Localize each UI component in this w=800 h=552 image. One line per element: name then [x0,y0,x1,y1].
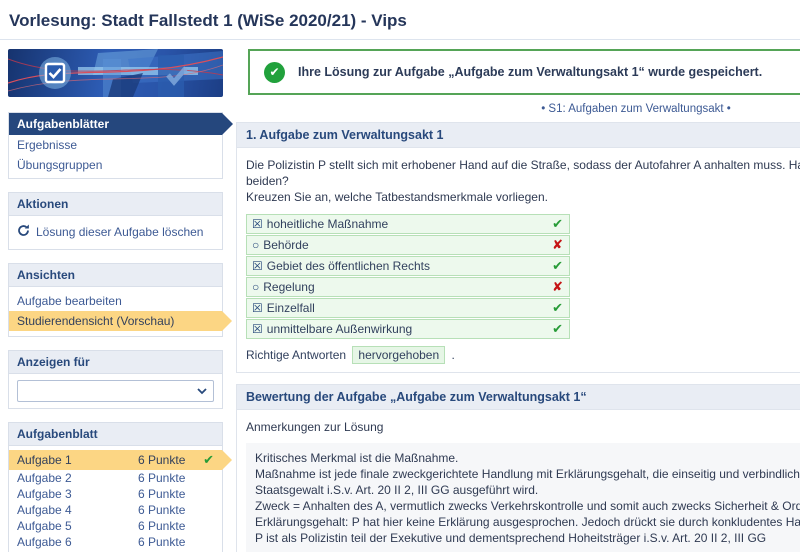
checkbox-state-icon: ☒ [252,301,263,315]
sidebar-nav-list: Aufgabenblätter Ergebnisse Übungsgruppen [9,113,233,175]
question-line: Kreuzen Sie an, welche Tatbestandsmerkma… [246,190,548,204]
ansichten-list: Aufgabe bearbeiten Studierendensicht (Vo… [9,287,232,336]
hint-prefix: Richtige Antworten [246,348,347,362]
correct-answers-hint: Richtige Antworten hervorgehoben . [246,346,800,364]
vips-banner-image [8,49,223,97]
task-label: Aufgabe 5 [17,519,72,533]
checkbox-state-icon: ☒ [252,259,263,273]
task-list-item[interactable]: Aufgabe 6 6 Punkte [9,534,222,550]
task-points: 6 Punkte [138,503,186,517]
annotation-line: Zweck = Anhalten des A, vermutlich zweck… [255,499,800,513]
aufgabenblatt-header: Aufgabenblatt [9,423,222,446]
task-box: 1. Aufgabe zum Verwaltungsakt 1 Die Poli… [236,122,800,373]
answer-list: ☒ hoheitliche Maßnahme ✔ ○ Behörde ✘ [246,214,570,339]
answer-result-icon: ✔ [552,321,563,336]
success-message: ✔ Ihre Lösung zur Aufgabe „Aufgabe zum V… [248,49,800,95]
answer-option-row: ☒ unmittelbare Außenwirkung ✔ [246,319,570,339]
task-list-item[interactable]: Aufgabe 4 6 Punkte [9,502,222,518]
sidebar-aufgabenblatt-widget: Aufgabenblatt Aufgabe 1 6 Punkte ✔ Aufga… [8,422,232,552]
task-list-item[interactable]: Aufgabe 3 6 Punkte [9,486,222,502]
task-label: Aufgabe 3 [17,487,72,501]
checkbox-state-icon: ○ [252,280,260,294]
task-done-check-icon: ✔ [203,452,214,467]
task-points: 6 Punkte [138,471,186,485]
solution-annotations: Kritisches Merkmal ist die Maßnahme. Maßn… [246,443,800,552]
task-label: Aufgabe 6 [17,535,72,549]
sidebar-aktionen-widget: Aktionen Lösung dieser Aufgabe löschen [8,192,223,250]
sidebar-ansichten-widget: Ansichten Aufgabe bearbeiten Studierende… [8,263,232,337]
checkbox-state-icon: ○ [252,238,260,252]
delete-solution-action[interactable]: Lösung dieser Aufgabe löschen [9,220,222,244]
answer-result-icon: ✘ [552,237,563,252]
annotation-line: Erklärungsgehalt: P hat hier keine Erklä… [255,515,800,529]
annotation-line: Maßnahme ist jede finale zweckgerichtete… [255,467,800,481]
sidebar-nav-item[interactable]: Übungsgruppen [17,158,103,172]
task-list: Aufgabe 1 6 Punkte ✔ Aufgabe 2 6 Punkte … [9,446,232,552]
answer-label: Einzelfall [266,301,315,315]
question-line: beiden? [246,174,289,188]
sidebar-nav-widget: Aufgabenblätter Ergebnisse Übungsgruppen [8,112,233,179]
task-list-item[interactable]: Aufgabe 5 6 Punkte [9,518,222,534]
success-message-text: Ihre Lösung zur Aufgabe „Aufgabe zum Ver… [298,65,763,79]
hint-suffix: . [451,348,455,362]
answer-result-icon: ✔ [552,300,563,315]
banner-graphic-icon [8,49,223,97]
task-points: 6 Punkte [138,487,186,501]
task-label: Aufgabe 2 [17,471,72,485]
view-mode-item[interactable]: Studierendensicht (Vorschau) [9,311,232,331]
anzeigen-header: Anzeigen für [9,351,222,374]
assessment-box: Bewertung der Aufgabe „Aufgabe zum Verwa… [236,384,800,552]
task-list-item[interactable]: Aufgabe 2 6 Punkte [9,470,222,486]
main-content: ✔ Ihre Lösung zur Aufgabe „Aufgabe zum V… [236,49,800,552]
task-points: 6 Punkte [138,535,186,549]
sidebar-nav-item[interactable]: Aufgabenblätter [9,113,233,135]
title-divider [0,39,800,40]
task-label: Aufgabe 1 [17,453,72,467]
task-label: Aufgabe 4 [17,503,72,517]
assessment-subtitle: Anmerkungen zur Lösung [246,420,384,434]
question-text: Die Polizistin P stellt sich mit erhoben… [246,157,800,205]
success-check-icon: ✔ [264,61,285,83]
sidebar: Aufgabenblätter Ergebnisse Übungsgruppen… [8,49,233,552]
task-points: 6 Punkte [138,453,186,467]
main-layout: Aufgabenblätter Ergebnisse Übungsgruppen… [0,40,800,552]
checkbox-state-icon: ☒ [252,217,263,231]
task-points: 6 Punkte [138,519,186,533]
assessment-title: Bewertung der Aufgabe „Aufgabe zum Verwa… [237,385,800,410]
answer-label: Gebiet des öffentlichen Rechts [266,259,430,273]
checkbox-state-icon: ☒ [252,322,263,336]
answer-option-row: ○ Behörde ✘ [246,235,570,255]
chevron-down-icon [197,384,207,398]
task-title: 1. Aufgabe zum Verwaltungsakt 1 [237,123,800,148]
breadcrumb[interactable]: • S1: Aufgaben zum Verwaltungsakt • [541,103,731,115]
answer-label: unmittelbare Außenwirkung [266,322,413,336]
answer-option-row: ☒ hoheitliche Maßnahme ✔ [246,214,570,234]
aktionen-header: Aktionen [9,193,222,216]
annotation-line: Staatsgewalt i.S.v. Art. 20 II 2, III GG… [255,483,539,497]
hint-highlight-badge: hervorgehoben [352,346,446,364]
annotation-line: Kritisches Merkmal ist die Maßnahme. [255,451,459,465]
page-title: Vorlesung: Stadt Fallstedt 1 (WiSe 2020/… [9,11,407,30]
delete-solution-label: Lösung dieser Aufgabe löschen [36,225,204,239]
view-mode-item[interactable]: Aufgabe bearbeiten [17,294,122,308]
annotation-line: P ist als Polizistin teil der Exekutive … [255,531,767,545]
refresh-icon [17,224,30,240]
answer-result-icon: ✔ [552,258,563,273]
answer-label: Regelung [263,280,315,294]
answer-label: hoheitliche Maßnahme [266,217,389,231]
sidebar-anzeigen-widget: Anzeigen für [8,350,223,409]
task-list-item[interactable]: Aufgabe 1 6 Punkte ✔ [9,450,232,470]
answer-result-icon: ✘ [552,279,563,294]
answer-option-row: ☒ Gebiet des öffentlichen Rechts ✔ [246,256,570,276]
ansichten-header: Ansichten [9,264,222,287]
show-for-select[interactable] [17,380,214,402]
sidebar-nav-item[interactable]: Ergebnisse [17,138,78,152]
answer-label: Behörde [263,238,309,252]
question-line: Die Polizistin P stellt sich mit erhoben… [246,158,800,172]
answer-option-row: ☒ Einzelfall ✔ [246,298,570,318]
answer-result-icon: ✔ [552,216,563,231]
answer-option-row: ○ Regelung ✘ [246,277,570,297]
